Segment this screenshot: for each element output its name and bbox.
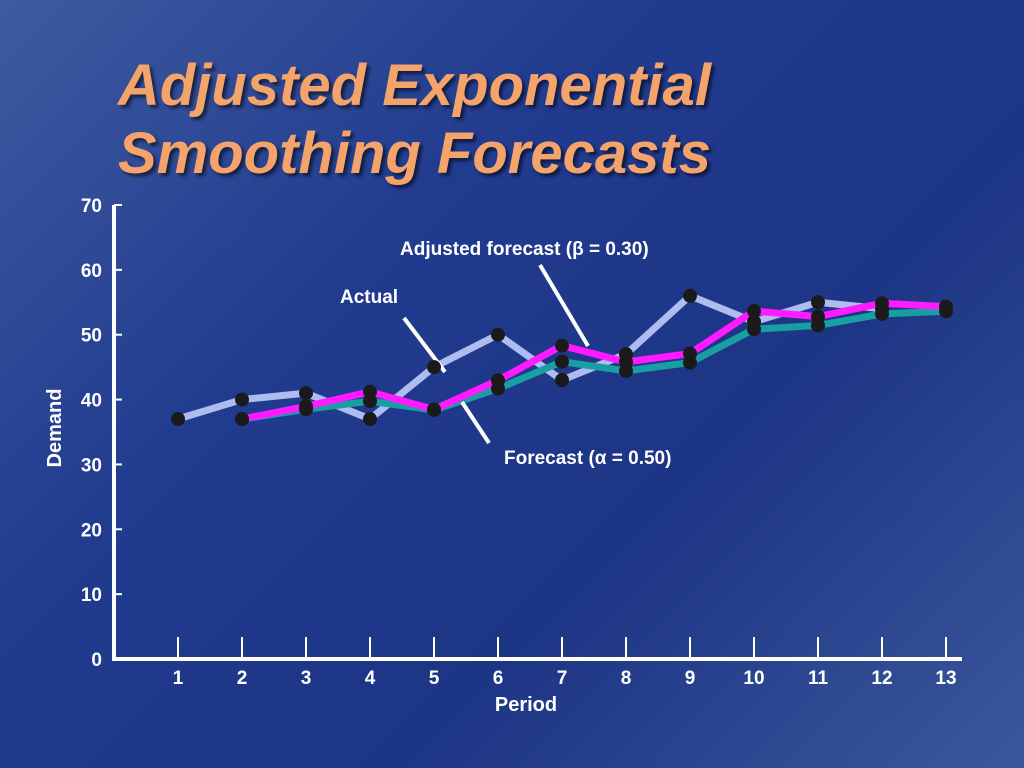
- x-tick-label: 9: [685, 668, 696, 689]
- adjusted-forecast-annotation: Adjusted forecast (β = 0.30): [400, 239, 649, 260]
- x-tick-label: 11: [808, 668, 829, 689]
- slide-title: Adjusted Exponential Smoothing Forecasts: [118, 52, 711, 188]
- series-markers: [171, 288, 953, 427]
- adjusted-annotation-leader: [538, 263, 590, 348]
- adjusted-forecast-point: [747, 304, 761, 319]
- x-tick-label: 4: [365, 668, 376, 689]
- y-tick-label: 30: [81, 455, 102, 476]
- y-tick-label: 0: [91, 650, 102, 671]
- adjusted-forecast-point: [427, 402, 441, 417]
- x-tick-label: 12: [871, 668, 892, 689]
- x-tick-label: 3: [301, 668, 312, 689]
- y-tick-label: 50: [81, 326, 102, 347]
- forecast-point: [747, 322, 761, 337]
- x-tick-label: 6: [493, 668, 504, 689]
- adjusted-forecast-point: [491, 373, 505, 388]
- x-tick-label: 5: [429, 668, 440, 689]
- x-tick-label: 8: [621, 668, 632, 689]
- actual-point: [427, 360, 441, 375]
- adjusted-forecast-point: [363, 384, 377, 399]
- x-tick-label: 2: [237, 668, 248, 689]
- adjusted-forecast-point: [875, 296, 889, 311]
- adjusted-forecast-point: [555, 338, 569, 353]
- adjusted-forecast-point: [939, 299, 953, 314]
- forecast-annotation: Forecast (α = 0.50): [504, 448, 671, 469]
- actual-point: [555, 373, 569, 388]
- x-tick-label: 10: [743, 668, 764, 689]
- x-tick-label: 1: [173, 668, 184, 689]
- series-lines: [174, 292, 950, 423]
- x-tick-label: 13: [935, 668, 956, 689]
- actual-point: [299, 386, 313, 401]
- y-tick-label: 10: [81, 585, 102, 606]
- forecast-point: [875, 306, 889, 321]
- adjusted-forecast-point: [619, 354, 633, 369]
- adjusted-forecast-point: [299, 399, 313, 414]
- actual-point: [235, 392, 249, 407]
- slide-title-line-1: Adjusted Exponential: [118, 53, 711, 118]
- slide-title-line-2: Smoothing Forecasts: [118, 121, 711, 186]
- actual-annotation: Actual: [340, 287, 398, 308]
- adjusted-forecast-point: [683, 346, 697, 361]
- adjusted-forecast-point: [235, 412, 249, 427]
- y-tick-label: 70: [81, 196, 102, 217]
- x-axis-title: Period: [495, 694, 557, 716]
- adjusted-forecast-series-line: [238, 299, 950, 423]
- actual-point: [491, 327, 505, 342]
- adjusted-forecast-point: [811, 309, 825, 324]
- actual-series-line: [174, 292, 886, 423]
- actual-point: [811, 295, 825, 310]
- actual-point: [363, 412, 377, 427]
- y-tick-label: 60: [81, 261, 102, 282]
- forecast-annotation-leader: [460, 400, 491, 445]
- forecast-point: [555, 354, 569, 369]
- actual-point: [683, 288, 697, 303]
- y-tick-label: 20: [81, 520, 102, 541]
- y-tick-label: 40: [81, 391, 102, 412]
- x-tick-label: 7: [557, 668, 568, 689]
- actual-point: [171, 412, 185, 427]
- forecast-series-line: [238, 307, 950, 423]
- y-axis-title: Demand: [44, 389, 66, 468]
